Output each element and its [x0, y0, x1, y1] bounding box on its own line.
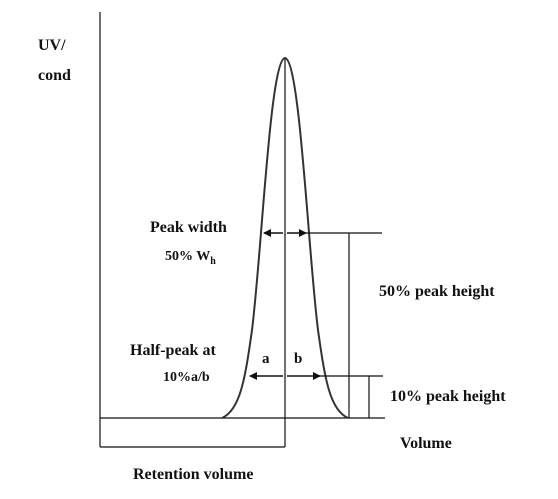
half-peak-label-line1: Half-peak at — [130, 342, 216, 359]
segment-b-label: b — [294, 351, 303, 367]
peak-width-label: Peak width — [150, 219, 227, 236]
segment-a-label: a — [262, 351, 270, 367]
wh-subscript: h — [210, 256, 216, 267]
ten-percent-height-label: 10% peak height — [390, 388, 506, 405]
wh-prefix: 50% W — [165, 249, 211, 264]
peak-curve — [221, 56, 349, 419]
fifty-percent-height-label: 50% peak height — [379, 283, 495, 300]
y-axis-label-line2: cond — [38, 67, 71, 84]
retention-volume-label: Retention volume — [133, 466, 254, 483]
x-axis-label: Volume — [400, 435, 452, 452]
half-peak-label-line2: 10%a/b — [163, 370, 210, 385]
peak-width-wh-label: 50% Wh — [165, 249, 216, 267]
y-axis-label-line1: UV/ — [38, 37, 66, 54]
